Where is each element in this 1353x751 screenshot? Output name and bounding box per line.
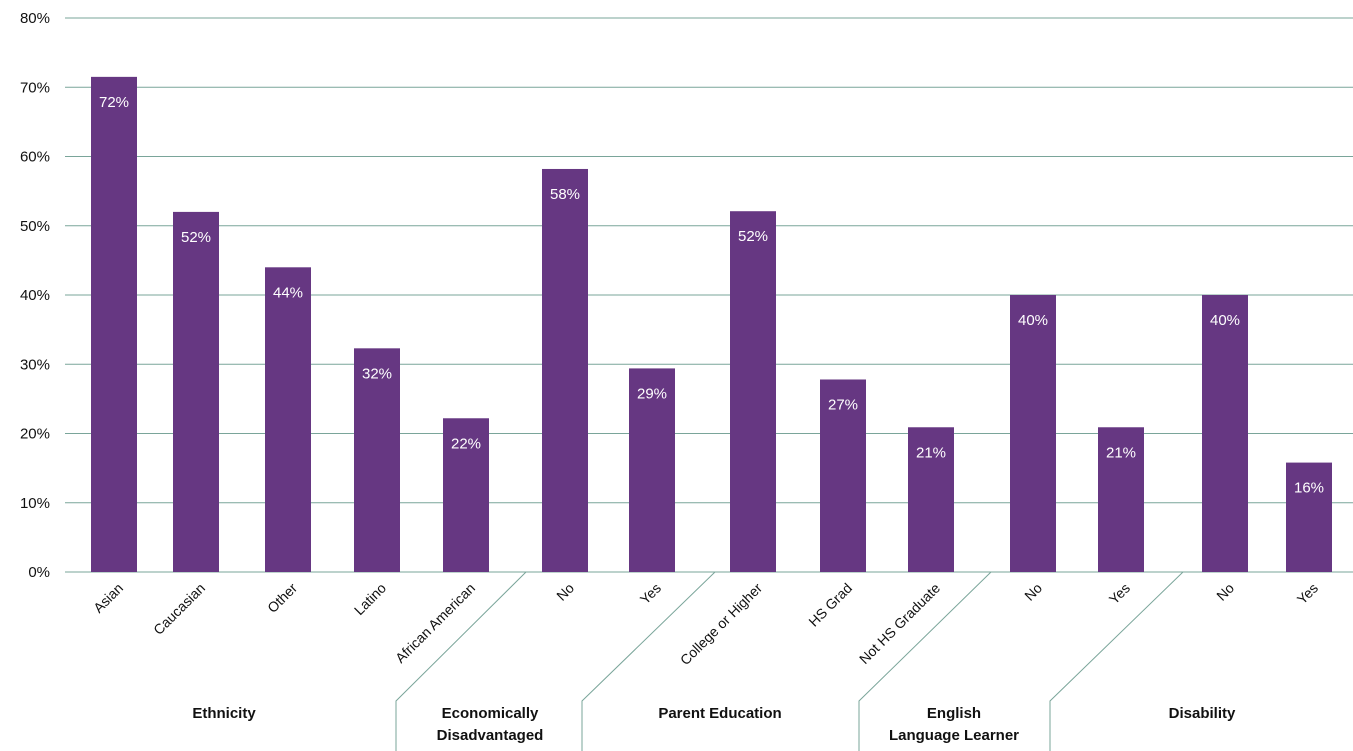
data-label: 40%	[1210, 312, 1240, 329]
bar	[629, 368, 675, 572]
y-tick-label: 50%	[20, 218, 50, 235]
y-tick-label: 40%	[20, 287, 50, 304]
x-tick-label: Yes	[1106, 580, 1133, 607]
y-tick-label: 0%	[28, 564, 50, 581]
bar	[354, 348, 400, 572]
group-separator	[581, 571, 716, 751]
data-label: 72%	[99, 94, 129, 111]
y-tick-label: 20%	[20, 426, 50, 443]
data-label: 21%	[916, 444, 946, 461]
x-tick-label: Caucasian	[150, 580, 208, 638]
data-label: 27%	[828, 396, 858, 413]
x-tick-label: No	[1213, 580, 1237, 604]
y-tick-label: 60%	[20, 149, 50, 166]
x-tick-label: No	[553, 580, 577, 604]
bar	[1010, 295, 1056, 572]
x-tick-label: Yes	[1294, 580, 1321, 607]
bar	[730, 211, 776, 572]
bars	[91, 76, 1332, 573]
data-label: 58%	[550, 186, 580, 203]
data-label: 16%	[1294, 480, 1324, 497]
bar	[173, 211, 219, 572]
y-axis-tick-labels: 0% 10% 20% 30% 40% 50% 60% 70% 80%	[20, 10, 50, 581]
bar	[265, 267, 311, 572]
x-tick-label: HS Grad	[805, 580, 855, 630]
bar	[908, 427, 954, 572]
x-tick-label: Yes	[637, 580, 664, 607]
x-tick-label: Not HS Graduate	[856, 580, 943, 667]
x-tick-label: African American	[392, 580, 478, 666]
y-tick-label: 70%	[20, 79, 50, 96]
x-tick-label: No	[1021, 580, 1045, 604]
x-axis-tick-labels: Asian Caucasian Other Latino African America…	[90, 580, 1321, 669]
group-label: Economically Disadvantaged	[437, 705, 544, 744]
gridlines	[65, 17, 1353, 573]
data-label: 21%	[1106, 444, 1136, 461]
group-label: Parent Education	[658, 705, 781, 722]
data-labels: 72% 52% 44% 32% 22% 58% 29% 52% 27% 21% 40% 21% 40% 1…	[99, 94, 1324, 497]
y-tick-label: 30%	[20, 356, 50, 373]
group-separator	[1049, 571, 1184, 751]
group-separator	[395, 571, 527, 751]
bar	[1202, 295, 1248, 572]
bar	[820, 379, 866, 572]
y-tick-label: 80%	[20, 10, 50, 27]
x-tick-label: Asian	[90, 580, 126, 616]
group-label: English Language Learner	[889, 705, 1019, 744]
x-tick-label: College or Higher	[677, 580, 766, 669]
group-labels: Ethnicity Economically Disadvantaged Parent…	[192, 571, 1236, 751]
data-label: 44%	[273, 284, 303, 301]
group-label: Disability	[1169, 705, 1236, 722]
data-label: 32%	[362, 365, 392, 382]
group-separator	[858, 571, 992, 751]
y-tick-label: 10%	[20, 495, 50, 512]
bar	[1098, 427, 1144, 572]
bar	[1286, 462, 1332, 572]
data-label: 22%	[451, 435, 481, 452]
bar	[542, 168, 588, 572]
bar	[443, 418, 489, 572]
x-tick-label: Other	[264, 580, 300, 616]
data-label: 52%	[738, 228, 768, 245]
data-label: 52%	[181, 229, 211, 246]
group-label: Ethnicity	[192, 705, 256, 722]
x-tick-label: Latino	[351, 580, 389, 618]
data-label: 40%	[1018, 312, 1048, 329]
data-label: 29%	[637, 385, 667, 402]
bar	[91, 76, 137, 573]
